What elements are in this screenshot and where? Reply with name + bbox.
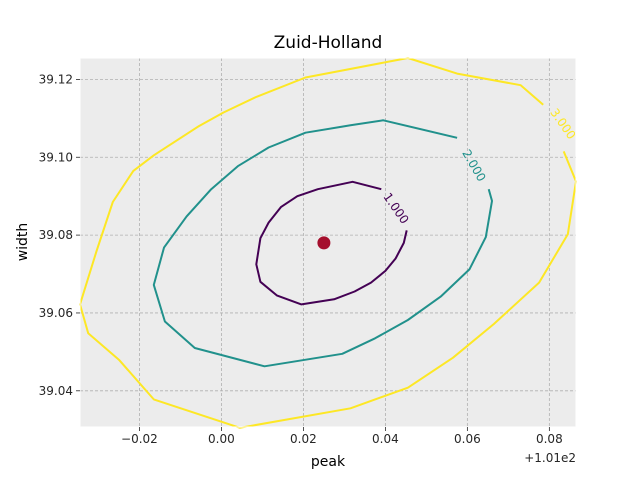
y-axis-label: width [15, 223, 31, 262]
peak-marker [317, 236, 331, 250]
y-tick-label: 39.12 [39, 72, 73, 86]
plot-frame [79, 57, 577, 428]
marker-layer [317, 236, 331, 250]
y-axis-ticks: 39.04 39.06 39.08 39.10 39.12 [39, 72, 80, 398]
y-tick-label: 39.10 [39, 150, 73, 164]
x-tick-label: −0.02 [121, 432, 158, 446]
contour-line-3.000 [79, 57, 577, 429]
y-tick-label: 39.04 [39, 384, 73, 398]
contour-lines [79, 57, 577, 429]
x-axis-ticks: −0.02 0.00 0.02 0.04 0.06 0.08 [121, 427, 563, 446]
x-tick-label: 0.08 [536, 432, 563, 446]
x-tick-label: 0.02 [290, 432, 317, 446]
x-tick-label: 0.04 [372, 432, 399, 446]
contour-line-1.000 [255, 180, 408, 306]
x-axis-offset-label: +1.01e2 [524, 451, 576, 465]
x-axis-label: peak [311, 454, 346, 470]
grid [80, 58, 576, 427]
contour-line-2.000 [152, 119, 493, 368]
y-tick-label: 39.06 [39, 306, 73, 320]
chart-title: Zuid-Holland [274, 33, 383, 53]
x-tick-label: 0.00 [208, 432, 235, 446]
x-tick-label: 0.06 [454, 432, 481, 446]
y-tick-label: 39.08 [39, 228, 73, 242]
